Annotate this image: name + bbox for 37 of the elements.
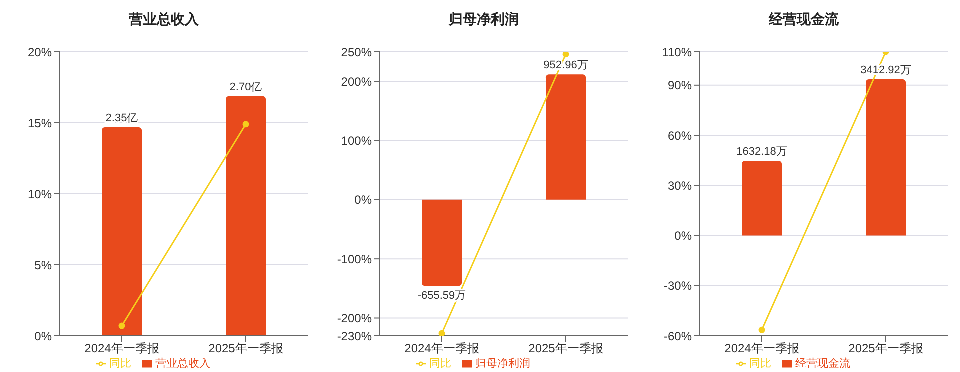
y-tick-label: 0% xyxy=(674,229,692,244)
y-tick-label: 10% xyxy=(28,187,52,202)
legend-label: 同比 xyxy=(750,358,772,370)
y-tick-label: 5% xyxy=(34,258,52,272)
y-tick-label: 110% xyxy=(662,45,692,60)
legend-label: 经营现金流 xyxy=(796,358,850,370)
y-tick-label: 0% xyxy=(354,193,372,208)
x-tick-label: 2025年一季报 xyxy=(528,342,604,356)
y-tick-label: 250% xyxy=(341,45,372,60)
y-tick-label: 90% xyxy=(668,78,692,93)
x-tick-label: 2024年一季报 xyxy=(84,342,160,356)
y-tick-label: -60% xyxy=(664,329,692,344)
legend-label: 同比 xyxy=(110,358,132,370)
chart-title: 经营现金流 xyxy=(768,10,840,29)
legend-label: 同比 xyxy=(430,358,452,370)
y-tick-label: 30% xyxy=(668,178,692,193)
x-tick-label: 2025年一季报 xyxy=(208,342,284,356)
y-tick-label: -30% xyxy=(664,279,692,294)
data-label: 2.70亿 xyxy=(230,81,262,94)
data-label: 2.35亿 xyxy=(106,112,138,124)
y-tick-label: 200% xyxy=(341,74,372,89)
x-tick-label: 2024年一季报 xyxy=(724,342,800,356)
legend-label: 归母净利润 xyxy=(476,358,530,370)
y-tick-label: 20% xyxy=(28,45,52,60)
y-tick-label: -100% xyxy=(337,252,372,266)
x-tick-label: 2025年一季报 xyxy=(848,342,924,356)
chart-title: 营业总收入 xyxy=(128,10,200,29)
y-tick-label: 15% xyxy=(28,116,52,130)
x-tick-label: 2024年一季报 xyxy=(404,342,480,356)
chart-title: 归母净利润 xyxy=(448,10,520,29)
y-tick-label: -200% xyxy=(337,312,372,326)
y-tick-label: 0% xyxy=(34,329,52,344)
legend-label: 营业总收入 xyxy=(156,358,210,370)
y-tick-label: 60% xyxy=(668,128,692,143)
y-tick-label: -230% xyxy=(337,329,372,344)
y-tick-label: 100% xyxy=(341,134,372,148)
data-label: 1632.18万 xyxy=(736,146,788,158)
